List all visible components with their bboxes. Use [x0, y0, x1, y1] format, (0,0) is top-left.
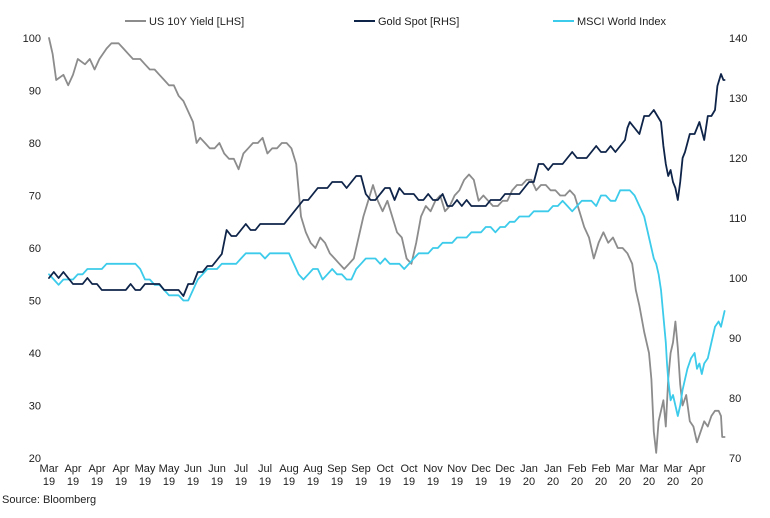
x-axis-tick-year: 19 [187, 476, 199, 488]
x-axis-tick-month: Jun [208, 463, 226, 475]
legend-label-us10y: US 10Y Yield [LHS] [149, 16, 244, 28]
x-axis-tick-year: 19 [259, 476, 271, 488]
left-axis-tick-label: 80 [29, 138, 41, 150]
x-axis-tick-month: Oct [376, 463, 393, 475]
x-axis-tick-month: Aug [303, 463, 323, 475]
right-y-axis: 140 130 120 110 100 90 80 70 [729, 33, 747, 465]
x-axis-tick-month: Jan [520, 463, 538, 475]
x-axis-tick-year: 20 [691, 476, 703, 488]
x-axis-tick-month: Oct [400, 463, 417, 475]
x-axis-tick-month: Dec [471, 463, 491, 475]
x-axis-tick-month: Feb [592, 463, 611, 475]
x-axis-tick-year: 19 [43, 476, 55, 488]
right-axis-tick-label: 140 [729, 33, 747, 45]
series-group [48, 37, 726, 454]
right-axis-tick-label: 90 [729, 333, 741, 345]
x-axis-tick-year: 19 [475, 476, 487, 488]
left-axis-tick-label: 30 [29, 401, 41, 413]
left-axis-tick-label: 70 [29, 191, 41, 203]
x-axis-tick-year: 20 [571, 476, 583, 488]
x-axis-tick-month: Apr [64, 463, 81, 475]
x-axis-tick-year: 19 [211, 476, 223, 488]
source-note: Source: Bloomberg [2, 494, 97, 506]
x-axis-tick-month: Jul [258, 463, 272, 475]
x-axis-tick-year: 19 [283, 476, 295, 488]
x-axis-tick-year: 19 [427, 476, 439, 488]
x-axis-tick-year: 20 [643, 476, 655, 488]
x-axis-tick-month: Feb [568, 463, 587, 475]
x-axis-tick-month: Nov [423, 463, 443, 475]
x-axis-tick-month: Apr [112, 463, 129, 475]
x-axis-tick-month: Mar [40, 463, 59, 475]
left-axis-tick-label: 40 [29, 348, 41, 360]
x-axis-tick-month: Aug [279, 463, 299, 475]
legend-label-msci: MSCI World Index [577, 16, 667, 28]
x-axis-tick-year: 19 [331, 476, 343, 488]
x-axis-tick-year: 19 [163, 476, 175, 488]
x-axis: Mar19Apr19Apr19Apr19May19May19Jun19Jun19… [40, 463, 706, 488]
x-axis-tick-year: 19 [307, 476, 319, 488]
x-axis-tick-year: 20 [619, 476, 631, 488]
x-axis-tick-year: 20 [595, 476, 607, 488]
x-axis-tick-month: Dec [495, 463, 515, 475]
x-axis-tick-month: Sep [351, 463, 371, 475]
right-axis-tick-label: 110 [729, 213, 747, 225]
x-axis-tick-year: 19 [115, 476, 127, 488]
right-axis-tick-label: 120 [729, 153, 747, 165]
x-axis-tick-month: Mar [640, 463, 659, 475]
series-line-us10y [48, 37, 726, 454]
x-axis-tick-month: Apr [88, 463, 105, 475]
left-axis-tick-label: 90 [29, 86, 41, 98]
x-axis-tick-year: 19 [403, 476, 415, 488]
x-axis-tick-year: 19 [139, 476, 151, 488]
x-axis-tick-month: Mar [616, 463, 635, 475]
legend: US 10Y Yield [LHS] Gold Spot [RHS] MSCI … [125, 16, 667, 28]
x-axis-tick-year: 19 [235, 476, 247, 488]
x-axis-tick-month: May [135, 463, 156, 475]
x-axis-tick-month: Jul [234, 463, 248, 475]
x-axis-tick-month: Sep [327, 463, 347, 475]
x-axis-tick-month: Nov [447, 463, 467, 475]
x-axis-tick-year: 20 [547, 476, 559, 488]
x-axis-tick-month: Mar [664, 463, 683, 475]
right-axis-tick-label: 130 [729, 93, 747, 105]
x-axis-tick-year: 20 [667, 476, 679, 488]
legend-label-gold: Gold Spot [RHS] [378, 16, 459, 28]
x-axis-tick-year: 19 [499, 476, 511, 488]
right-axis-tick-label: 100 [729, 273, 747, 285]
x-axis-tick-year: 19 [355, 476, 367, 488]
x-axis-tick-year: 19 [67, 476, 79, 488]
left-axis-tick-label: 60 [29, 243, 41, 255]
x-axis-tick-year: 19 [379, 476, 391, 488]
x-axis-tick-month: May [159, 463, 180, 475]
right-axis-tick-label: 80 [729, 393, 741, 405]
left-y-axis: 100 90 80 70 60 50 40 30 20 [23, 33, 41, 465]
x-axis-tick-year: 20 [523, 476, 535, 488]
left-axis-tick-label: 20 [29, 453, 41, 465]
x-axis-tick-month: Apr [688, 463, 705, 475]
series-line-gold [48, 73, 726, 297]
left-axis-tick-label: 100 [23, 33, 41, 45]
x-axis-tick-year: 19 [91, 476, 103, 488]
x-axis-tick-month: Jun [184, 463, 202, 475]
x-axis-tick-year: 19 [451, 476, 463, 488]
left-axis-tick-label: 50 [29, 296, 41, 308]
x-axis-tick-month: Jan [544, 463, 562, 475]
right-axis-tick-label: 70 [729, 453, 741, 465]
series-line-msci [48, 189, 726, 417]
